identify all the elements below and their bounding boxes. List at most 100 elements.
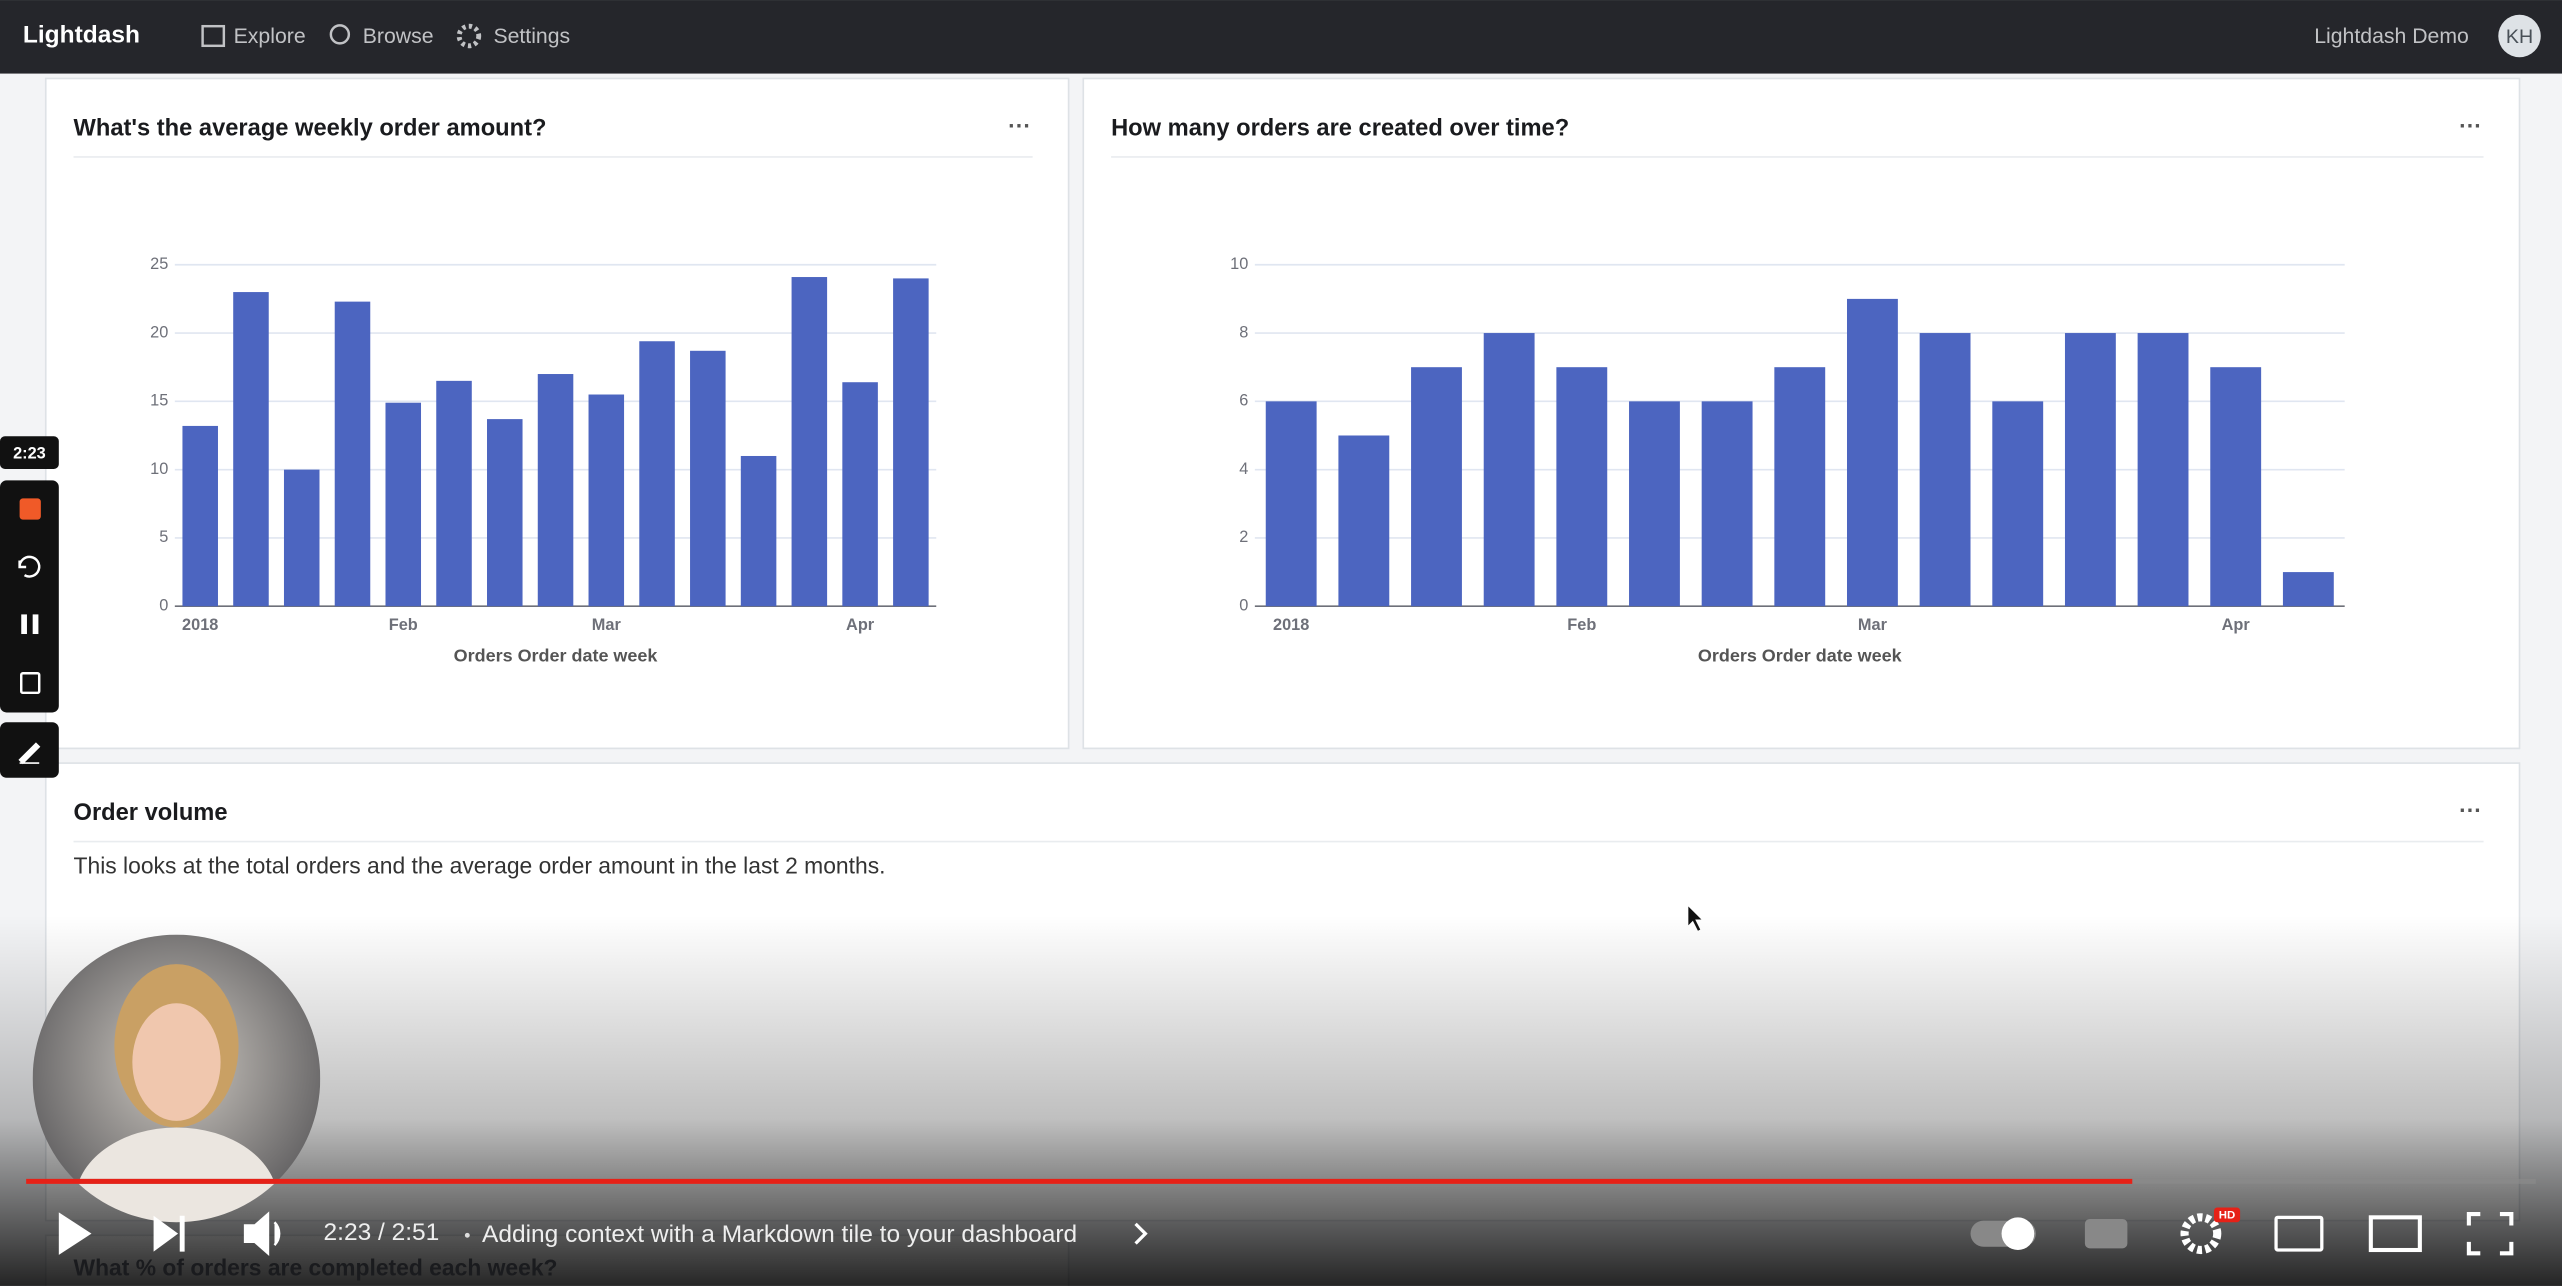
x-tick-label: Feb: [389, 616, 418, 634]
bar: [893, 278, 929, 607]
fullscreen-button[interactable]: [2466, 1212, 2514, 1256]
bar: [283, 469, 320, 607]
bar: [1556, 367, 1608, 607]
brand[interactable]: Lightdash: [23, 21, 140, 48]
bar: [2282, 572, 2334, 607]
record-badge: [0, 436, 59, 469]
bar: [182, 425, 218, 607]
bar: [436, 380, 472, 607]
x-tick-label: Feb: [1567, 616, 1596, 634]
x-tick-label: Mar: [1858, 616, 1888, 634]
tile-menu[interactable]: ···: [1008, 113, 1031, 139]
bar: [2210, 367, 2262, 607]
y-tick-label: 2: [1239, 528, 1248, 546]
y-tick-label: 6: [1239, 392, 1248, 410]
miniplayer-button[interactable]: [2274, 1215, 2324, 1252]
pause-button-bar: [32, 614, 39, 635]
volume-button[interactable]: [243, 1211, 281, 1256]
y-tick-label: 10: [150, 460, 168, 478]
pause-button[interactable]: [21, 614, 27, 635]
bar: [740, 455, 777, 607]
webcam: [32, 934, 321, 1223]
bar: [487, 419, 523, 607]
org-name[interactable]: Lightdash Demo: [2314, 24, 2469, 48]
chapter-arrow[interactable]: [1134, 1222, 1148, 1245]
separator: [464, 1232, 470, 1238]
bar: [1411, 367, 1462, 607]
markdown-text: This looks at the total orders and the a…: [74, 853, 886, 879]
settings-button[interactable]: [2180, 1213, 2222, 1255]
bar: [1919, 333, 1971, 607]
bar: [639, 341, 675, 607]
avatar-initials: KH: [2506, 26, 2533, 48]
navbar: [0, 0, 2562, 74]
stop-button[interactable]: [19, 498, 41, 520]
tile-menu[interactable]: ···: [2459, 797, 2482, 823]
next-title: What % of orders are completed each week…: [74, 1255, 558, 1281]
bar: [385, 402, 422, 607]
bar: [588, 394, 625, 607]
autoplay-knob: [2001, 1217, 2035, 1251]
x-tick-label: 2018: [1273, 616, 1309, 634]
bar: [791, 277, 828, 607]
next-button[interactable]: [153, 1215, 185, 1252]
hd-label: HD: [2219, 1210, 2236, 1222]
record-toolbar: [0, 480, 59, 713]
bar: [1483, 333, 1535, 607]
browse-icon: [329, 24, 351, 45]
tile-menu[interactable]: ···: [2459, 113, 2482, 139]
delete-button[interactable]: [20, 672, 41, 695]
bar: [1265, 401, 1317, 607]
y-tick-label: 0: [159, 597, 168, 615]
bar: [842, 382, 878, 607]
x-tick-label: Mar: [592, 616, 622, 634]
y-tick-label: 15: [150, 392, 168, 410]
chart-title: How many orders are created over time?: [1111, 115, 1569, 141]
y-tick-label: 8: [1239, 323, 1248, 341]
theater-button[interactable]: [2368, 1215, 2422, 1253]
y-tick-label: 5: [159, 528, 168, 546]
bar: [334, 301, 371, 607]
bar: [1846, 298, 1898, 607]
hd-badge: [2213, 1207, 2241, 1223]
settings-icon: [456, 23, 482, 49]
x-axis-label: Orders Order date week: [1698, 646, 1903, 666]
bar: [233, 292, 269, 607]
bar: [2064, 333, 2116, 607]
bar: [1992, 401, 2044, 607]
nav-browse[interactable]: Browse: [363, 24, 434, 48]
x-tick-label: Apr: [2222, 616, 2251, 634]
explore-icon: [201, 24, 226, 48]
y-tick-label: 0: [1239, 597, 1248, 615]
captions-button[interactable]: [2084, 1218, 2128, 1249]
nav-explore[interactable]: Explore: [234, 24, 306, 48]
webcam-face: [132, 1003, 221, 1121]
bar: [1774, 367, 1826, 607]
pen-button[interactable]: [18, 742, 41, 765]
webcam-shirt: [75, 1127, 278, 1223]
y-tick-label: 4: [1239, 460, 1248, 478]
avatar[interactable]: [2498, 14, 2541, 58]
bar: [1338, 435, 1390, 607]
markdown-title: Order volume: [74, 800, 228, 826]
bar: [1629, 401, 1680, 607]
x-tick-label: 2018: [182, 616, 218, 634]
nav-settings[interactable]: Settings: [493, 24, 570, 48]
video-title[interactable]: Adding context with a Markdown tile to y…: [482, 1221, 1077, 1248]
record-time: 2:23: [13, 445, 46, 463]
x-tick-label: Apr: [846, 616, 875, 634]
bar: [2137, 333, 2189, 607]
undo-button[interactable]: [18, 555, 41, 578]
video-time: 2:23 / 2:51: [324, 1219, 440, 1246]
x-axis-label: Orders Order date week: [454, 646, 659, 666]
bar: [537, 374, 574, 607]
y-tick-label: 10: [1230, 255, 1248, 273]
y-tick-label: 20: [150, 323, 168, 341]
y-tick-label: 25: [150, 255, 168, 273]
video-shade: [0, 915, 2562, 1286]
bar: [1701, 401, 1753, 607]
chart-title: What's the average weekly order amount?: [74, 115, 547, 141]
bar: [690, 350, 726, 607]
play-button[interactable]: [58, 1212, 92, 1255]
